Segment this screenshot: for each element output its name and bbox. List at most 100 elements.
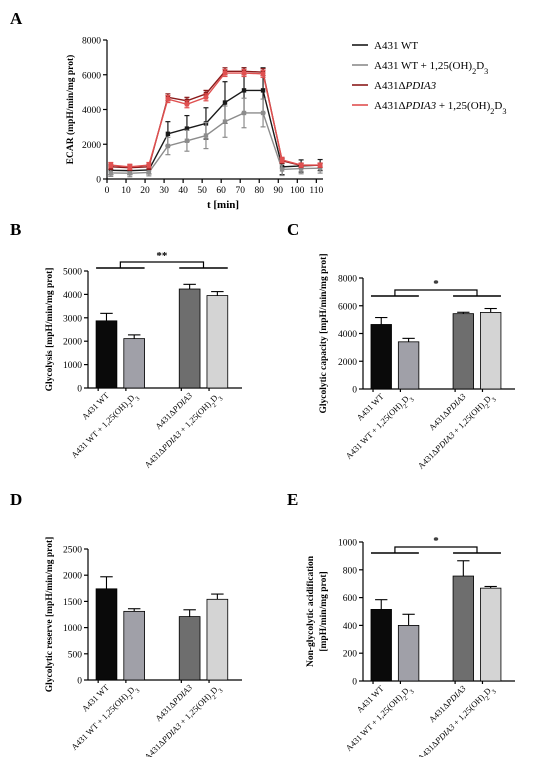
series-2 xyxy=(108,67,323,171)
y-tick-label: 1000 xyxy=(338,539,357,549)
data-point xyxy=(317,166,323,171)
label-part: PDIA3 xyxy=(405,80,437,92)
label-part: D xyxy=(125,685,136,696)
data-point xyxy=(241,88,247,93)
series-line xyxy=(110,112,321,174)
data-point xyxy=(222,119,228,124)
data-point xyxy=(184,138,190,143)
significance-marker: ** xyxy=(156,250,168,262)
y-tick-label: 200 xyxy=(343,650,358,660)
data-point xyxy=(165,143,171,149)
x-tick-label: 30 xyxy=(159,186,169,196)
bar xyxy=(178,288,201,389)
y-tick-label: 1000 xyxy=(63,624,82,634)
label-part: PDIA3 xyxy=(443,391,467,415)
label-part: 2 xyxy=(402,403,409,410)
bar xyxy=(370,609,392,682)
y-tick-label: 1000 xyxy=(63,361,82,371)
label-part: A431 WT + 1,25(OH) xyxy=(374,60,472,72)
data-point xyxy=(165,96,171,102)
label-part: D xyxy=(494,100,502,112)
y-tick-label: 0 xyxy=(96,176,101,186)
bar xyxy=(397,341,420,390)
panel-label-c: C xyxy=(287,220,299,239)
y-tick-label: 2000 xyxy=(63,338,82,348)
legend-entry: A431 WT + 1,25(OH)2D3 xyxy=(374,60,488,76)
significance-bracket xyxy=(119,261,205,268)
data-point xyxy=(298,162,304,168)
label-part: 3 xyxy=(217,395,224,402)
panel-label-d: D xyxy=(10,490,22,509)
label-part: 3 xyxy=(490,688,497,695)
bar xyxy=(206,598,229,681)
series-1 xyxy=(108,97,323,178)
label-part: 3 xyxy=(502,107,506,116)
label-part: 2 xyxy=(127,694,134,701)
bar xyxy=(370,324,392,390)
series-line xyxy=(110,72,321,168)
legend-entry: A431ΔPDIA3 + 1,25(OH)2D3 xyxy=(374,100,506,116)
label-part: D xyxy=(208,685,219,696)
x-tick-label: 110 xyxy=(309,186,323,196)
x-tick-label: 10 xyxy=(121,186,131,196)
panel-e: E 0 200 400 600 800 1000 Non-glycolytic acidifi… xyxy=(287,490,515,757)
y-tick-label: 500 xyxy=(68,650,83,660)
legend-entry: A431 WT xyxy=(374,40,418,52)
legend-entry: A431ΔPDIA3 xyxy=(374,80,437,92)
data-point xyxy=(298,166,304,171)
label-part: D xyxy=(208,393,219,404)
data-point xyxy=(260,71,266,77)
data-point xyxy=(203,133,209,138)
y-tick-label: 5000 xyxy=(63,268,82,278)
label-part: D xyxy=(399,394,410,405)
y-tick-label: 8000 xyxy=(338,275,357,285)
x-tick-label: 80 xyxy=(254,186,264,196)
panel-label-b: B xyxy=(10,220,21,239)
bar xyxy=(178,616,201,681)
y-axis-title-line2: [mpH/min/mg prot] xyxy=(319,571,329,651)
data-point xyxy=(127,164,133,170)
x-axis-title: t [min] xyxy=(207,199,239,211)
label-part: A431Δ xyxy=(374,80,406,92)
y-tick-label: 2000 xyxy=(82,141,101,151)
series-line xyxy=(110,70,321,169)
label-part: 2 xyxy=(472,67,476,76)
label-part: 2 xyxy=(210,402,217,409)
data-point xyxy=(222,100,228,105)
label-part: A431 WT xyxy=(374,40,418,52)
data-point xyxy=(279,167,285,172)
y-tick-label: 0 xyxy=(77,385,82,395)
data-point xyxy=(203,95,209,100)
label-part: PDIA3 xyxy=(170,682,194,706)
x-tick-label: 100 xyxy=(290,186,305,196)
label-part: PDIA3 xyxy=(443,683,467,707)
x-tick-label: 0 xyxy=(105,186,110,196)
label-part: + 1,25(OH) xyxy=(436,100,491,112)
x-tick-label: 60 xyxy=(216,186,226,196)
y-axis-title: ECAR (mpH/min/mg prot) xyxy=(65,55,76,165)
y-tick-label: 6000 xyxy=(338,302,357,312)
panel-b: B 0 1000 2000 3000 4000 5000 Glycolysis [mpH/mi… xyxy=(10,220,242,470)
label-part: PDIA3 xyxy=(405,100,437,112)
bar xyxy=(452,575,474,682)
bar xyxy=(206,295,229,389)
bar xyxy=(452,313,474,390)
significance-marker: * xyxy=(433,278,439,290)
data-point xyxy=(165,131,171,137)
y-axis-title: Glycolytic reserve [mpH/min/mg prot] xyxy=(45,537,55,693)
label-part: 2 xyxy=(484,695,491,702)
label-part: 2 xyxy=(402,695,409,702)
label-part: D xyxy=(399,686,410,697)
y-axis-title: Glycolysis [mpH/min/mg prot] xyxy=(45,268,55,392)
y-tick-label: 600 xyxy=(343,594,358,604)
x-tick-label: 50 xyxy=(197,186,207,196)
data-point xyxy=(127,171,133,176)
y-tick-label: 0 xyxy=(352,386,357,396)
y-tick-label: 1500 xyxy=(63,598,82,608)
data-point xyxy=(260,110,266,116)
y-tick-label: 2500 xyxy=(63,546,82,556)
data-point xyxy=(260,88,266,93)
label-part: D xyxy=(481,394,492,405)
